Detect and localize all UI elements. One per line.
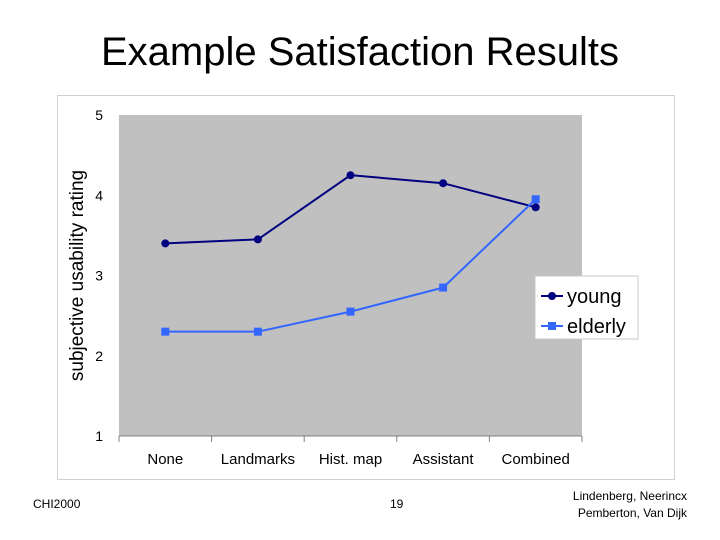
chart-frame: None Landmarks Hist. map Assistant Combined 1… xyxy=(57,95,675,480)
data-point-young xyxy=(346,171,355,180)
data-point-young xyxy=(531,203,540,212)
data-point-elderly xyxy=(531,195,540,204)
y-axis-label: subjective usability rating xyxy=(67,170,88,381)
footer-authors: Lindenberg, Neerincx Pemberton, Van Dijk xyxy=(467,488,687,522)
series-layer xyxy=(161,171,540,336)
data-point-young xyxy=(439,179,448,188)
authors-line-1: Lindenberg, Neerincx xyxy=(572,489,687,503)
authors-line-2: Pemberton, Van Dijk xyxy=(577,506,687,520)
data-point-elderly xyxy=(346,307,355,316)
line-chart: None Landmarks Hist. map Assistant Combined 1… xyxy=(67,107,639,468)
legend-marker-elderly xyxy=(548,322,556,330)
axis-layer: None Landmarks Hist. map Assistant Combined 1… xyxy=(67,107,583,468)
x-tick-label: None xyxy=(147,451,183,468)
y-tick-label: 2 xyxy=(95,348,103,364)
data-point-elderly xyxy=(161,327,170,336)
y-tick-label: 1 xyxy=(95,428,103,444)
data-point-elderly xyxy=(439,283,448,292)
footer-conference: CHI2000 xyxy=(33,497,81,511)
legend-label-young: young xyxy=(567,286,622,308)
legend-label-elderly: elderly xyxy=(567,316,626,338)
legend-marker-young xyxy=(548,292,556,300)
data-point-elderly xyxy=(253,327,262,336)
y-tick-label: 5 xyxy=(95,107,103,123)
page-number: 19 xyxy=(390,497,404,511)
x-tick-label: Assistant xyxy=(413,451,475,468)
x-tick-label: Combined xyxy=(502,451,570,468)
x-tick-label: Hist. map xyxy=(319,451,382,468)
x-tick-label: Landmarks xyxy=(221,451,295,468)
series-young xyxy=(161,171,540,248)
y-tick-label: 4 xyxy=(95,187,103,203)
legend: young elderly xyxy=(534,275,639,340)
data-point-young xyxy=(161,239,170,248)
series-elderly xyxy=(161,195,540,336)
slide-title: Example Satisfaction Results xyxy=(100,30,619,74)
plot-area xyxy=(119,115,582,436)
y-tick-label: 3 xyxy=(95,268,103,284)
data-point-young xyxy=(253,235,262,244)
